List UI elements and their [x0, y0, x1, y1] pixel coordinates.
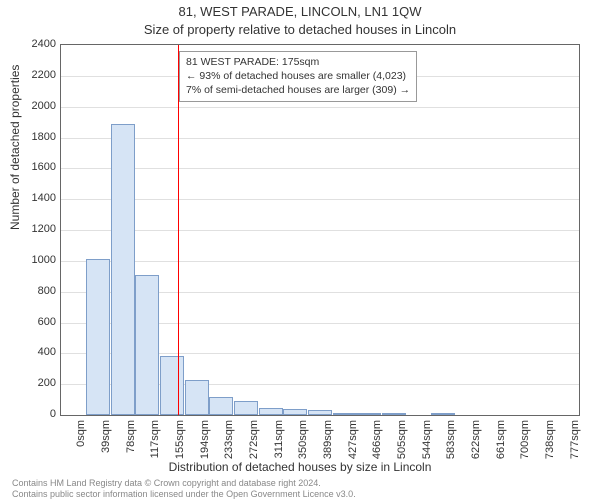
x-tick-label: 427sqm [347, 420, 359, 470]
y-tick-label: 1600 [16, 161, 56, 173]
x-tick-label: 583sqm [445, 420, 457, 470]
annotation-line-1: 81 WEST PARADE: 175sqm [186, 55, 410, 69]
histogram-bar [135, 275, 159, 415]
y-tick-label: 400 [16, 346, 56, 358]
x-tick-label: 194sqm [199, 420, 211, 470]
annotation-box: 81 WEST PARADE: 175sqm ← 93% of detached… [179, 51, 417, 102]
y-axis-label: Number of detached properties [8, 65, 22, 230]
y-tick-label: 2200 [16, 69, 56, 81]
gridline [61, 199, 579, 200]
gridline [61, 261, 579, 262]
x-tick-label: 311sqm [273, 420, 285, 470]
histogram-bar [333, 413, 357, 415]
x-tick-label: 0sqm [75, 420, 87, 470]
y-tick-label: 1400 [16, 192, 56, 204]
x-tick-label: 350sqm [297, 420, 309, 470]
x-tick-label: 700sqm [519, 420, 531, 470]
gridline [61, 138, 579, 139]
y-tick-label: 200 [16, 377, 56, 389]
x-tick-label: 233sqm [223, 420, 235, 470]
x-tick-label: 661sqm [495, 420, 507, 470]
y-tick-label: 2400 [16, 38, 56, 50]
histogram-bar [209, 397, 233, 416]
histogram-bar [234, 401, 258, 415]
gridline [61, 168, 579, 169]
histogram-bar [431, 413, 455, 415]
x-tick-label: 78sqm [125, 420, 137, 470]
histogram-bar [308, 410, 332, 415]
annotation-line-3: 7% of semi-detached houses are larger (3… [186, 83, 410, 97]
chart-title-main: 81, WEST PARADE, LINCOLN, LN1 1QW [0, 4, 600, 19]
x-tick-label: 272sqm [248, 420, 260, 470]
y-tick-label: 1200 [16, 223, 56, 235]
y-tick-label: 600 [16, 316, 56, 328]
histogram-bar [111, 124, 135, 415]
gridline [61, 230, 579, 231]
y-tick-label: 0 [16, 408, 56, 420]
chart-title-sub: Size of property relative to detached ho… [0, 22, 600, 37]
histogram-bar [382, 413, 406, 415]
x-tick-label: 622sqm [470, 420, 482, 470]
histogram-bar [259, 408, 283, 415]
x-tick-label: 544sqm [421, 420, 433, 470]
y-tick-label: 1000 [16, 254, 56, 266]
histogram-bar [86, 259, 110, 415]
x-tick-label: 777sqm [569, 420, 581, 470]
footer-line-2: Contains public sector information licen… [12, 489, 356, 499]
histogram-bar [160, 356, 184, 415]
plot-area: 81 WEST PARADE: 175sqm ← 93% of detached… [60, 44, 580, 416]
x-tick-label: 738sqm [544, 420, 556, 470]
x-tick-label: 505sqm [396, 420, 408, 470]
annotation-line-2: ← 93% of detached houses are smaller (4,… [186, 69, 410, 83]
histogram-bar [357, 413, 381, 415]
x-tick-label: 39sqm [100, 420, 112, 470]
x-tick-label: 389sqm [322, 420, 334, 470]
histogram-bar [185, 380, 209, 415]
histogram-bar [283, 409, 307, 415]
x-tick-label: 155sqm [174, 420, 186, 470]
x-tick-label: 117sqm [149, 420, 161, 470]
chart-container: 81, WEST PARADE, LINCOLN, LN1 1QW Size o… [0, 0, 600, 500]
gridline [61, 107, 579, 108]
x-tick-label: 466sqm [371, 420, 383, 470]
y-tick-label: 1800 [16, 131, 56, 143]
footer-line-1: Contains HM Land Registry data © Crown c… [12, 478, 321, 488]
y-tick-label: 2000 [16, 100, 56, 112]
y-tick-label: 800 [16, 285, 56, 297]
